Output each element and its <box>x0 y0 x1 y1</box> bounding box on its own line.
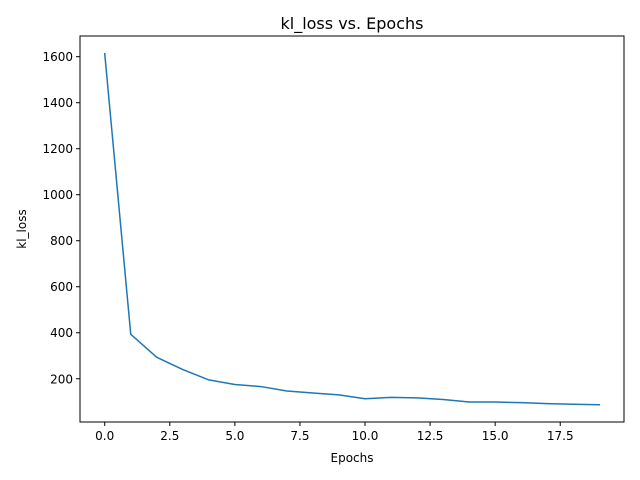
y-tick-label: 1200 <box>42 142 73 156</box>
x-axis-label: Epochs <box>331 451 374 465</box>
y-axis-label: kl_loss <box>15 209 29 248</box>
y-tick-label: 200 <box>50 372 73 386</box>
y-tick-label: 400 <box>50 326 73 340</box>
axes-frame <box>79 35 625 423</box>
y-tick-label: 1400 <box>42 96 73 110</box>
plot-area <box>103 52 601 406</box>
x-tick-label: 5.0 <box>225 429 244 443</box>
y-tick-label: 600 <box>50 280 73 294</box>
x-tick-label: 15.0 <box>482 429 509 443</box>
x-tick-label: 0.0 <box>95 429 114 443</box>
x-tick-label: 2.5 <box>160 429 179 443</box>
x-tick-label: 17.5 <box>547 429 574 443</box>
x-tick-label: 10.0 <box>352 429 379 443</box>
x-tick-label: 7.5 <box>290 429 309 443</box>
y-axis: 200 400 600 800 1000 1200 1400 1600 <box>42 50 80 386</box>
y-tick-label: 1600 <box>42 50 73 64</box>
y-tick-label: 1000 <box>42 188 73 202</box>
series-line-0 <box>103 52 601 406</box>
y-tick-label: 800 <box>50 234 73 248</box>
x-axis: 0.0 2.5 5.0 7.5 10.0 12.5 15.0 17.5 <box>95 422 574 443</box>
x-tick-label: 12.5 <box>417 429 444 443</box>
chart-title: kl_loss vs. Epochs <box>280 14 423 34</box>
